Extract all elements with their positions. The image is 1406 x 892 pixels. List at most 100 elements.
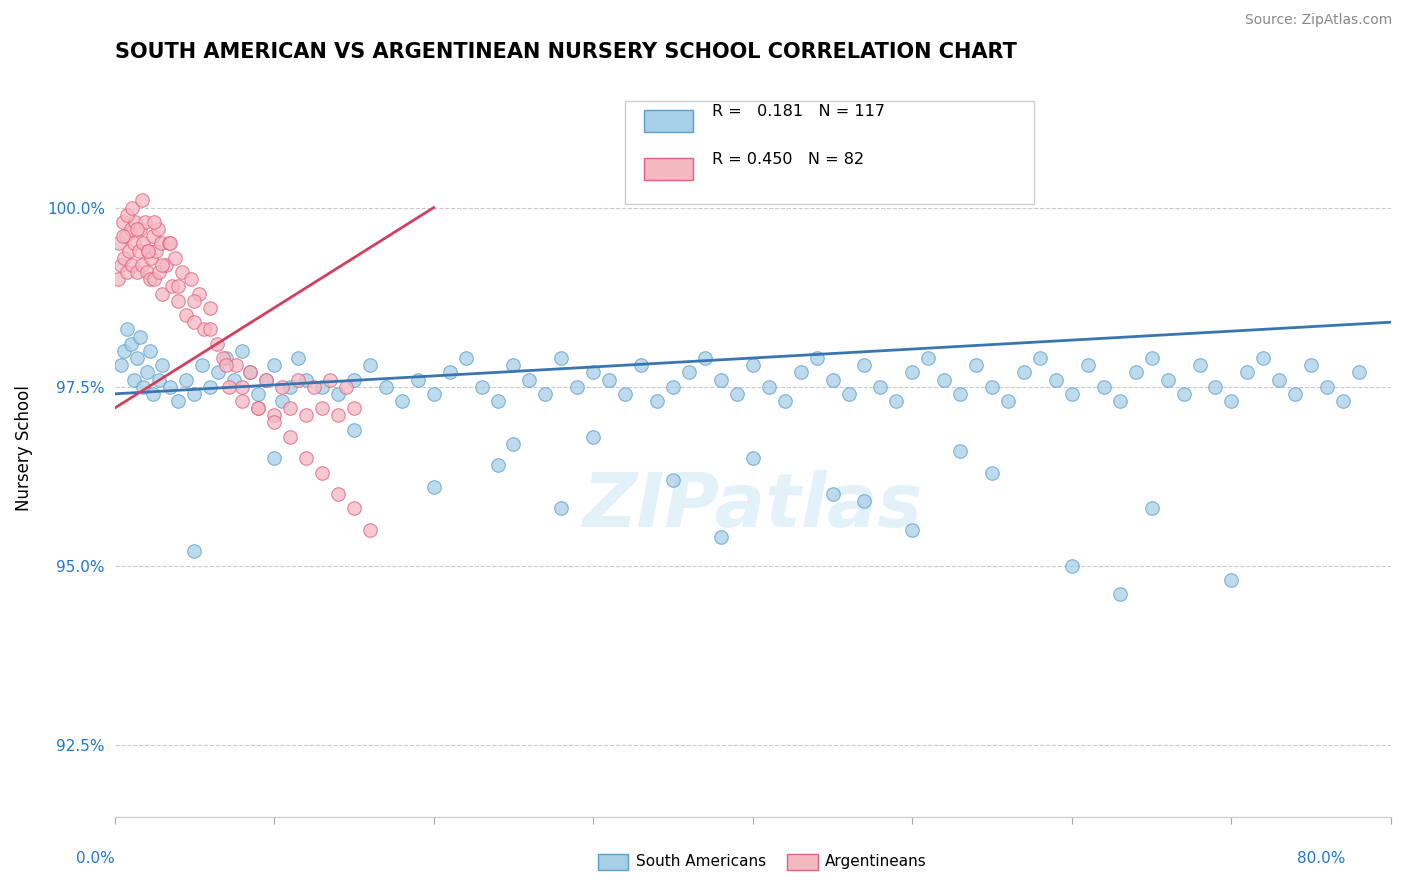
Point bbox=[122, 236, 145, 251]
Point bbox=[125, 351, 148, 365]
Point bbox=[167, 279, 190, 293]
Point bbox=[422, 387, 444, 401]
Point bbox=[741, 451, 763, 466]
Point bbox=[1108, 587, 1130, 601]
Point bbox=[981, 466, 1004, 480]
Point bbox=[821, 487, 844, 501]
Point bbox=[111, 229, 134, 244]
Point bbox=[114, 229, 136, 244]
Point bbox=[343, 501, 366, 516]
Point bbox=[981, 379, 1004, 393]
Point bbox=[254, 372, 277, 386]
Point bbox=[311, 466, 333, 480]
Point bbox=[406, 372, 429, 386]
Point bbox=[1029, 351, 1052, 365]
Point bbox=[598, 372, 620, 386]
Point bbox=[934, 372, 956, 386]
FancyBboxPatch shape bbox=[626, 101, 1033, 204]
Point bbox=[1140, 351, 1163, 365]
Point bbox=[131, 258, 153, 272]
Point bbox=[1077, 358, 1099, 372]
Point bbox=[838, 387, 860, 401]
Point bbox=[146, 222, 169, 236]
Point bbox=[295, 409, 318, 423]
Point bbox=[311, 379, 333, 393]
Point bbox=[519, 372, 541, 386]
Point bbox=[142, 387, 165, 401]
Point bbox=[1205, 379, 1227, 393]
Point bbox=[335, 379, 357, 393]
Point bbox=[853, 494, 876, 508]
Point bbox=[278, 430, 301, 444]
Point bbox=[131, 194, 153, 208]
Point bbox=[486, 394, 509, 409]
Point bbox=[225, 358, 247, 372]
Point bbox=[287, 372, 309, 386]
Point bbox=[110, 358, 132, 372]
Point bbox=[710, 372, 733, 386]
Point bbox=[1156, 372, 1178, 386]
Point bbox=[1012, 365, 1035, 379]
Point bbox=[263, 451, 285, 466]
Point bbox=[263, 416, 285, 430]
Point bbox=[302, 379, 325, 393]
Point bbox=[1284, 387, 1306, 401]
Point bbox=[439, 365, 461, 379]
Point bbox=[138, 272, 160, 286]
Point bbox=[112, 343, 135, 358]
Point bbox=[486, 458, 509, 473]
Point bbox=[125, 265, 148, 279]
Point bbox=[132, 236, 155, 251]
Point bbox=[215, 351, 238, 365]
Point bbox=[160, 279, 183, 293]
Point bbox=[662, 473, 685, 487]
Point bbox=[1268, 372, 1291, 386]
Point bbox=[247, 401, 270, 416]
Point bbox=[1220, 573, 1243, 587]
Point bbox=[254, 372, 277, 386]
Point bbox=[295, 451, 318, 466]
Point bbox=[212, 351, 235, 365]
Point bbox=[135, 265, 157, 279]
Point bbox=[170, 265, 193, 279]
Point bbox=[159, 379, 181, 393]
Text: Argentineans: Argentineans bbox=[825, 855, 927, 869]
Point bbox=[145, 244, 167, 258]
Point bbox=[997, 394, 1019, 409]
Point bbox=[231, 379, 253, 393]
Point bbox=[630, 358, 652, 372]
Point bbox=[165, 251, 187, 265]
Point bbox=[112, 251, 135, 265]
Point bbox=[205, 336, 228, 351]
Point bbox=[142, 229, 165, 244]
Point bbox=[148, 265, 170, 279]
Point bbox=[295, 372, 318, 386]
Point bbox=[218, 379, 240, 393]
Point bbox=[247, 387, 270, 401]
Point bbox=[1060, 558, 1083, 573]
Point bbox=[271, 379, 294, 393]
Point bbox=[343, 401, 366, 416]
Point bbox=[693, 351, 716, 365]
Point bbox=[141, 251, 163, 265]
Point bbox=[124, 215, 146, 229]
Point bbox=[263, 358, 285, 372]
Point bbox=[1331, 394, 1354, 409]
Point bbox=[215, 358, 238, 372]
Point bbox=[149, 236, 172, 251]
Point bbox=[200, 301, 222, 315]
Point bbox=[117, 322, 139, 336]
Point bbox=[120, 222, 142, 236]
Point bbox=[122, 372, 145, 386]
Point bbox=[135, 365, 157, 379]
Point bbox=[326, 487, 349, 501]
Point bbox=[582, 365, 605, 379]
Point bbox=[773, 394, 796, 409]
Point bbox=[183, 293, 205, 308]
Point bbox=[183, 544, 205, 558]
Point bbox=[311, 401, 333, 416]
Point bbox=[148, 372, 170, 386]
Point bbox=[152, 258, 174, 272]
Point bbox=[789, 365, 811, 379]
Point bbox=[287, 351, 309, 365]
